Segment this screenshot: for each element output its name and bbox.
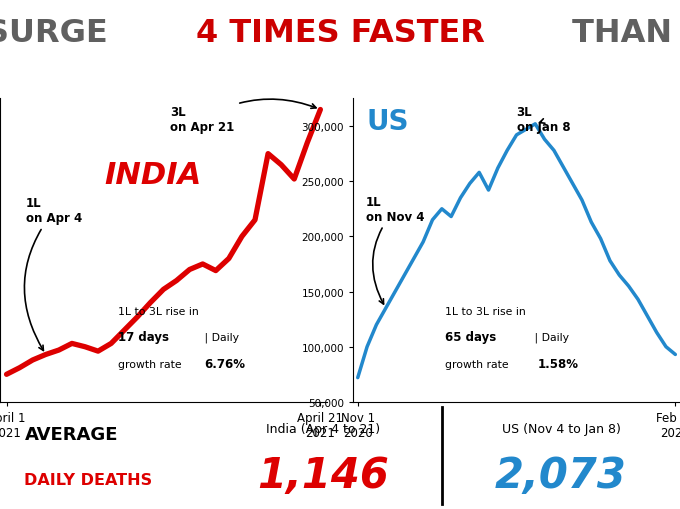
Text: 1L to 3L rise in: 1L to 3L rise in xyxy=(445,306,526,316)
Text: 3L
on Jan 8: 3L on Jan 8 xyxy=(517,106,570,134)
Text: THAN US'S: THAN US'S xyxy=(561,18,680,48)
Text: 65 days: 65 days xyxy=(445,330,496,343)
Text: 1L
on Apr 4: 1L on Apr 4 xyxy=(24,197,82,351)
Text: DAILY DEATHS: DAILY DEATHS xyxy=(24,471,152,487)
Text: 6.76%: 6.76% xyxy=(204,357,245,370)
Text: 4 TIMES FASTER: 4 TIMES FASTER xyxy=(196,18,484,48)
Text: US: US xyxy=(366,107,409,135)
Text: BUT FATALITIES IN INDIA ABOUT HALF SO FAR: BUT FATALITIES IN INDIA ABOUT HALF SO FA… xyxy=(151,75,529,90)
Text: 1.58%: 1.58% xyxy=(538,357,579,370)
Text: India (Apr 4 to 21): India (Apr 4 to 21) xyxy=(266,422,380,435)
Text: US (Nov 4 to Jan 8): US (Nov 4 to Jan 8) xyxy=(502,422,620,435)
Text: 2,073: 2,073 xyxy=(495,454,627,496)
Text: 17 days: 17 days xyxy=(118,330,169,343)
Text: 1L
on Nov 4: 1L on Nov 4 xyxy=(366,195,424,304)
Text: AVERAGE: AVERAGE xyxy=(24,425,118,443)
Text: | Daily: | Daily xyxy=(201,332,239,343)
Text: INDIA: INDIA xyxy=(105,161,202,190)
Text: 1L to 3L rise in: 1L to 3L rise in xyxy=(118,306,199,316)
Text: 3L
on Apr 21: 3L on Apr 21 xyxy=(170,100,316,134)
Text: growth rate: growth rate xyxy=(445,359,512,369)
Text: growth rate: growth rate xyxy=(118,359,185,369)
Text: 1,146: 1,146 xyxy=(257,454,389,496)
Text: SURGE: SURGE xyxy=(0,18,119,48)
Text: | Daily: | Daily xyxy=(531,332,569,343)
